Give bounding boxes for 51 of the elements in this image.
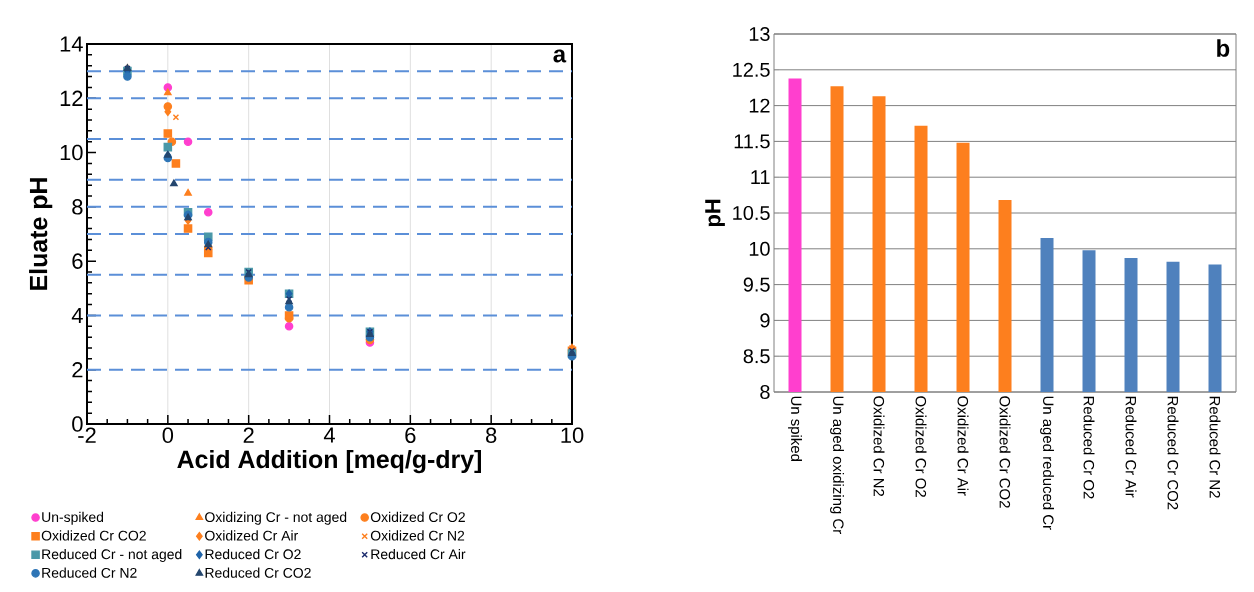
x-tick-label: Un spiked bbox=[788, 396, 802, 461]
x-tick-label: 10 bbox=[561, 427, 584, 444]
x-tick-label: Oxidized Cr O2 bbox=[915, 396, 927, 497]
y-tick-label: 2 bbox=[72, 362, 83, 378]
legend-label: Reduced Cr N2 bbox=[42, 567, 137, 578]
x-tick-label: 8 bbox=[486, 427, 497, 444]
x-axis-title: Acid Addition [meq/g-dry] bbox=[177, 449, 481, 474]
legend-label: Oxidized Cr Air bbox=[205, 530, 298, 541]
x-tick-label: Un aged reduced Cr bbox=[1040, 396, 1054, 530]
legend-label: Oxidized Cr N2 bbox=[370, 530, 465, 541]
annotation: b bbox=[1217, 39, 1230, 57]
legend-label: Reduced Cr Air bbox=[371, 548, 466, 560]
x-tick-label: 4 bbox=[323, 427, 335, 443]
y-tick-label: 4 bbox=[71, 307, 83, 323]
x-tick-label: Reduced Cr O2 bbox=[1083, 396, 1095, 499]
y-tick-label: 11.5 bbox=[734, 134, 770, 149]
x-tick-label: 6 bbox=[405, 427, 416, 444]
x-tick-label: Oxidized Cr CO2 bbox=[999, 396, 1011, 508]
y-tick-label: 12 bbox=[749, 98, 770, 113]
y-tick-label: 10 bbox=[749, 241, 770, 256]
x-tick-label: 2 bbox=[243, 427, 254, 443]
y-tick-label: 8 bbox=[760, 384, 770, 400]
x-tick-label: Oxidized Cr Air bbox=[957, 396, 969, 496]
y-tick-label: 13 bbox=[749, 26, 770, 42]
legend-label: Oxidizing Cr - not aged bbox=[205, 511, 347, 525]
y-tick-label: 9.5 bbox=[743, 277, 770, 292]
x-tick-label: Reduced Cr Air bbox=[1125, 396, 1137, 498]
y-axis-title: pH bbox=[705, 199, 725, 227]
x-tick-label: Un aged oxidizing Cr bbox=[830, 396, 844, 534]
y-tick-label: 6 bbox=[72, 253, 83, 269]
y-tick-label: 12 bbox=[60, 90, 83, 106]
legend-label: Reduced Cr O2 bbox=[205, 548, 301, 560]
y-tick-label: 8 bbox=[72, 199, 83, 215]
y-tick-label: 10.5 bbox=[733, 205, 770, 221]
y-axis-title: Eluate pH bbox=[29, 178, 53, 290]
y-tick-label: 11 bbox=[751, 170, 770, 185]
legend-label: Oxidized Cr O2 bbox=[370, 511, 465, 523]
y-tick-label: 14 bbox=[60, 36, 83, 52]
x-tick-label: Reduced Cr CO2 bbox=[1167, 396, 1179, 510]
legend-label: Un-spiked bbox=[42, 511, 104, 525]
y-tick-label: 12.5 bbox=[733, 62, 770, 77]
y-tick-label: 8.5 bbox=[743, 349, 770, 364]
x-tick-label: Oxidized Cr N2 bbox=[873, 396, 885, 497]
legend-label: Reduced Cr - not aged bbox=[42, 548, 182, 562]
x-tick-label: Reduced Cr N2 bbox=[1209, 396, 1221, 498]
legend-label: Oxidized Cr CO2 bbox=[41, 530, 146, 541]
y-tick-label: 9 bbox=[760, 313, 770, 328]
x-tick-label: 0 bbox=[162, 427, 174, 444]
annotation: a bbox=[553, 49, 567, 63]
legend-label: Reduced Cr CO2 bbox=[205, 567, 311, 578]
y-tick-label: 10 bbox=[60, 144, 83, 161]
